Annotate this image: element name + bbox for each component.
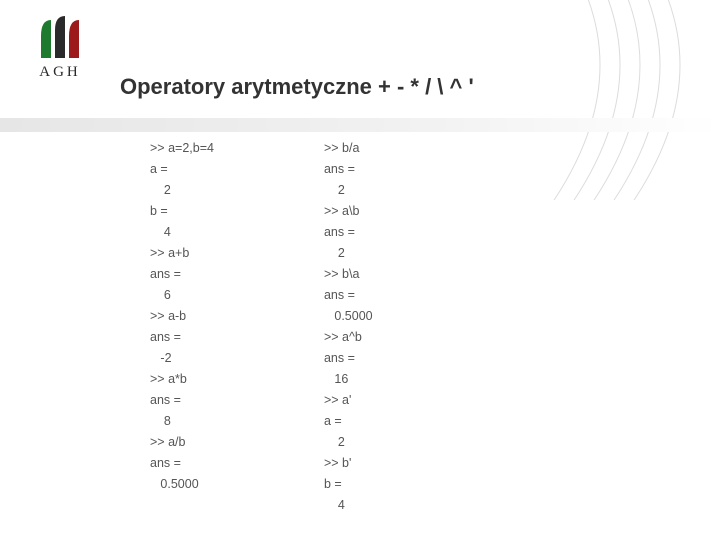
code-line: 2 bbox=[150, 180, 214, 201]
code-line: 8 bbox=[150, 411, 214, 432]
code-columns: >> a=2,b=4a = 2b = 4>> a+bans = 6>> a-ba… bbox=[150, 138, 680, 520]
code-line: ans = bbox=[150, 264, 214, 285]
code-line: ans = bbox=[150, 390, 214, 411]
code-line: b = bbox=[324, 474, 373, 495]
code-line: 0.5000 bbox=[324, 306, 373, 327]
code-line: ans = bbox=[150, 453, 214, 474]
title-underline-band bbox=[0, 118, 720, 132]
code-line: >> a/b bbox=[150, 432, 214, 453]
agh-logo-icon bbox=[37, 14, 83, 60]
agh-logo-text: AGH bbox=[28, 64, 92, 81]
code-line: ans = bbox=[324, 222, 373, 243]
code-line: ans = bbox=[324, 348, 373, 369]
code-line: >> b' bbox=[324, 453, 373, 474]
code-line: 4 bbox=[324, 495, 373, 516]
code-line: >> a=2,b=4 bbox=[150, 138, 214, 159]
code-line: ans = bbox=[324, 159, 373, 180]
code-line: 2 bbox=[324, 180, 373, 201]
code-line: 4 bbox=[150, 222, 214, 243]
code-line: -2 bbox=[150, 348, 214, 369]
code-line: >> a^b bbox=[324, 327, 373, 348]
code-column-left: >> a=2,b=4a = 2b = 4>> a+bans = 6>> a-ba… bbox=[150, 138, 214, 520]
code-line: >> a' bbox=[324, 390, 373, 411]
agh-logo: AGH bbox=[28, 14, 92, 81]
code-column-right: >> b/aans = 2>> a\bans = 2>> b\aans = 0.… bbox=[324, 138, 373, 520]
code-line: ans = bbox=[150, 327, 214, 348]
code-line: a = bbox=[150, 159, 214, 180]
page-title: Operatory arytmetyczne + - * / \ ^ ' bbox=[120, 74, 474, 100]
code-line: >> a*b bbox=[150, 369, 214, 390]
slide: AGH Operatory arytmetyczne + - * / \ ^ '… bbox=[0, 0, 720, 540]
code-line: 2 bbox=[324, 243, 373, 264]
code-line: 16 bbox=[324, 369, 373, 390]
code-line: a = bbox=[324, 411, 373, 432]
code-line: b = bbox=[150, 201, 214, 222]
code-line: 6 bbox=[150, 285, 214, 306]
code-line: ans = bbox=[324, 285, 373, 306]
code-line: >> a-b bbox=[150, 306, 214, 327]
code-line: 0.5000 bbox=[150, 474, 214, 495]
code-line: 2 bbox=[324, 432, 373, 453]
code-line: >> b/a bbox=[324, 138, 373, 159]
code-line: >> b\a bbox=[324, 264, 373, 285]
code-line: >> a\b bbox=[324, 201, 373, 222]
code-line: >> a+b bbox=[150, 243, 214, 264]
